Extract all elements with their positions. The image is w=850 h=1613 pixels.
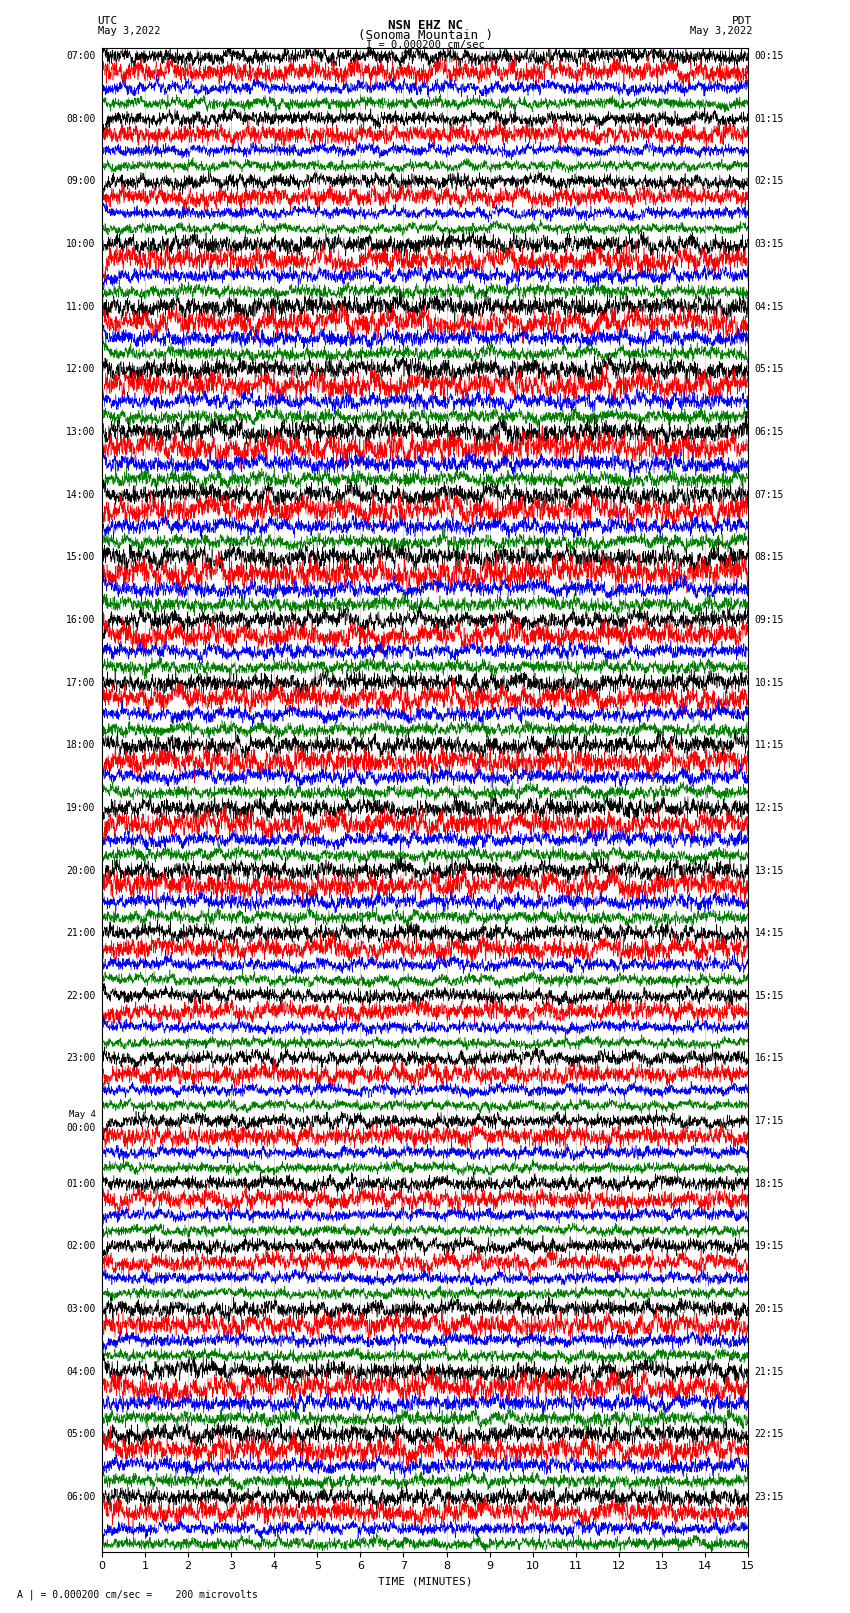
Text: 01:00: 01:00 [66,1179,95,1189]
Text: 06:00: 06:00 [66,1492,95,1502]
Text: 12:00: 12:00 [66,365,95,374]
Text: 22:15: 22:15 [755,1429,784,1439]
Text: 23:15: 23:15 [755,1492,784,1502]
Text: 05:15: 05:15 [755,365,784,374]
Text: 22:00: 22:00 [66,990,95,1000]
Text: A | = 0.000200 cm/sec =    200 microvolts: A | = 0.000200 cm/sec = 200 microvolts [17,1589,258,1600]
Text: May 3,2022: May 3,2022 [98,26,161,35]
Text: 09:15: 09:15 [755,615,784,624]
Text: 02:00: 02:00 [66,1242,95,1252]
Text: 03:00: 03:00 [66,1303,95,1315]
Text: I = 0.000200 cm/sec: I = 0.000200 cm/sec [366,40,484,50]
Text: 07:15: 07:15 [755,490,784,500]
Text: 15:00: 15:00 [66,552,95,563]
Text: 19:00: 19:00 [66,803,95,813]
Text: 02:15: 02:15 [755,176,784,187]
Text: 17:15: 17:15 [755,1116,784,1126]
Text: 03:15: 03:15 [755,239,784,248]
Text: NSN EHZ NC: NSN EHZ NC [388,19,462,32]
Text: 21:00: 21:00 [66,927,95,939]
Text: 07:00: 07:00 [66,52,95,61]
Text: 20:00: 20:00 [66,866,95,876]
Text: 13:15: 13:15 [755,866,784,876]
Text: 09:00: 09:00 [66,176,95,187]
Text: (Sonoma Mountain ): (Sonoma Mountain ) [358,29,492,42]
Text: 13:00: 13:00 [66,427,95,437]
Text: May 3,2022: May 3,2022 [689,26,752,35]
Text: 16:15: 16:15 [755,1053,784,1063]
Text: 11:00: 11:00 [66,302,95,311]
Text: 12:15: 12:15 [755,803,784,813]
Text: 18:15: 18:15 [755,1179,784,1189]
Text: 08:15: 08:15 [755,552,784,563]
Text: 18:00: 18:00 [66,740,95,750]
Text: 15:15: 15:15 [755,990,784,1000]
Text: May 4: May 4 [69,1110,95,1119]
Text: 20:15: 20:15 [755,1303,784,1315]
Text: UTC: UTC [98,16,118,26]
Text: 21:15: 21:15 [755,1366,784,1376]
Text: 10:00: 10:00 [66,239,95,248]
Text: 00:15: 00:15 [755,52,784,61]
Text: 01:15: 01:15 [755,115,784,124]
Text: 14:15: 14:15 [755,927,784,939]
Text: 06:15: 06:15 [755,427,784,437]
Text: 19:15: 19:15 [755,1242,784,1252]
Text: 23:00: 23:00 [66,1053,95,1063]
X-axis label: TIME (MINUTES): TIME (MINUTES) [377,1578,473,1587]
Text: 11:15: 11:15 [755,740,784,750]
Text: 16:00: 16:00 [66,615,95,624]
Text: 04:00: 04:00 [66,1366,95,1376]
Text: 10:15: 10:15 [755,677,784,687]
Text: 08:00: 08:00 [66,115,95,124]
Text: 05:00: 05:00 [66,1429,95,1439]
Text: 04:15: 04:15 [755,302,784,311]
Text: 00:00: 00:00 [66,1123,95,1134]
Text: 17:00: 17:00 [66,677,95,687]
Text: PDT: PDT [732,16,752,26]
Text: 14:00: 14:00 [66,490,95,500]
